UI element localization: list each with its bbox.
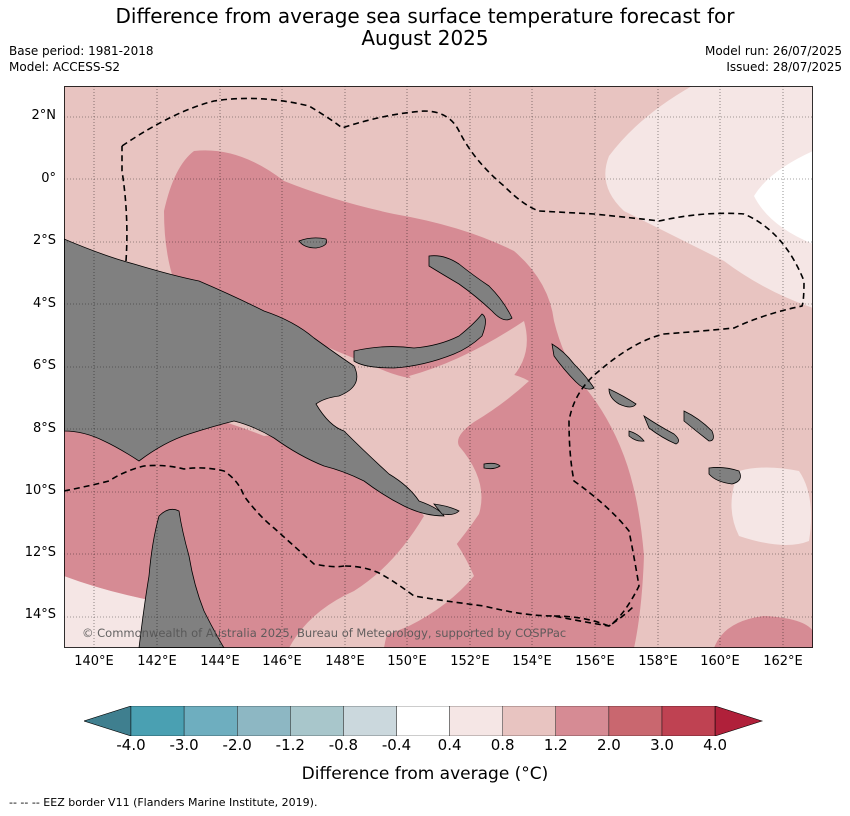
colorbar-extend-low bbox=[84, 706, 132, 736]
model-run: Model run: 26/07/2025 bbox=[704, 44, 842, 58]
lon-label-150E: 150°E bbox=[387, 654, 427, 669]
solomon-island-1 bbox=[608, 388, 637, 408]
lat-label-14S: 14°S bbox=[24, 607, 56, 622]
colorbar-tick-label: 3.0 bbox=[650, 736, 674, 754]
colorbar-tick-label: 1.2 bbox=[543, 736, 568, 754]
bougainville-land bbox=[551, 343, 595, 390]
colorbar-cell bbox=[396, 706, 450, 736]
lon-label-144E: 144°E bbox=[200, 654, 240, 669]
graticule bbox=[64, 86, 813, 648]
sst-anomaly-map: © Commonwealth of Australia 2025, Bureau… bbox=[64, 86, 813, 648]
colorbar-tick-label: 0.4 bbox=[437, 736, 462, 754]
colorbar bbox=[84, 706, 764, 736]
colorbar-label: Difference from average (°C) bbox=[301, 764, 549, 784]
colorbar-cell bbox=[502, 706, 557, 736]
colorbar-tick-label: -4.0 bbox=[116, 736, 146, 754]
new-ireland-land bbox=[428, 255, 513, 321]
issued-date: Issued: 28/07/2025 bbox=[726, 60, 842, 74]
lat-label-2S: 2°S bbox=[32, 233, 56, 248]
colorbar-tick-label: 0.8 bbox=[490, 736, 515, 754]
title-line-2: August 2025 bbox=[361, 26, 489, 50]
lon-label-142E: 142°E bbox=[137, 654, 177, 669]
colorbar-cell bbox=[290, 706, 344, 736]
lat-label-4S: 4°S bbox=[32, 296, 56, 311]
colorbar-tick-label: -0.8 bbox=[328, 736, 359, 754]
colorbar-tick-label: -3.0 bbox=[169, 736, 199, 754]
lon-label-156E: 156°E bbox=[575, 654, 615, 669]
anomaly-zone-1.2-2.0-bottom-right bbox=[714, 616, 813, 648]
base-period: Base period: 1981-2018 bbox=[9, 44, 154, 58]
colorbar-cell bbox=[130, 706, 185, 736]
colorbar-tick-label: 4.0 bbox=[703, 736, 728, 754]
colorbar-cell bbox=[608, 706, 663, 736]
manus-land bbox=[298, 237, 327, 249]
lat-label-2N: 2°N bbox=[31, 108, 57, 123]
colorbar-cell bbox=[555, 706, 610, 736]
new-guinea-land bbox=[64, 238, 445, 517]
colorbar-extend-high bbox=[714, 706, 764, 736]
colorbar-tick-label: 2.0 bbox=[596, 736, 621, 754]
vanuatu-island bbox=[708, 467, 741, 485]
copyright-text: © Commonwealth of Australia 2025, Bureau… bbox=[82, 626, 566, 640]
colorbar-cell bbox=[449, 706, 503, 736]
eez-legend: -- -- -- EEZ border V11 (Flanders Marine… bbox=[9, 796, 318, 809]
lat-label-6S: 6°S bbox=[32, 358, 56, 373]
lon-label-140E: 140°E bbox=[74, 654, 114, 669]
cape-york-land bbox=[138, 508, 225, 648]
solomon-island-4 bbox=[628, 430, 645, 442]
colorbar-cell bbox=[343, 706, 397, 736]
anomaly-zone-pocket bbox=[409, 321, 527, 406]
lat-label-10S: 10°S bbox=[24, 483, 56, 498]
anomaly-zone-0.4-0.8-southeast bbox=[731, 467, 812, 545]
lat-label-8S: 8°S bbox=[32, 421, 56, 436]
model-name: Model: ACCESS-S2 bbox=[9, 60, 121, 74]
colorbar-tick-label: -2.0 bbox=[222, 736, 252, 754]
lat-label-0: 0° bbox=[41, 171, 56, 186]
solomon-island-3 bbox=[683, 410, 714, 442]
anomaly-zone-1.2-2.0-main bbox=[164, 150, 644, 648]
colorbar-tick-label: -1.2 bbox=[275, 736, 305, 754]
anomaly-zone-wedge bbox=[344, 516, 474, 648]
map-frame bbox=[64, 86, 813, 648]
lat-label-12S: 12°S bbox=[24, 545, 56, 560]
lon-label-162E: 162°E bbox=[763, 654, 803, 669]
colorbar-cell bbox=[661, 706, 716, 736]
louisiade-island bbox=[433, 503, 460, 515]
lon-label-154E: 154°E bbox=[512, 654, 552, 669]
anomaly-zone-0.4-0.8-southwest bbox=[64, 576, 154, 648]
lon-label-152E: 152°E bbox=[450, 654, 490, 669]
colorbar-tick-label: -0.4 bbox=[381, 736, 412, 754]
eez-border bbox=[64, 97, 805, 627]
anomaly-zone-neutral bbox=[754, 151, 813, 244]
lon-label-158E: 158°E bbox=[638, 654, 678, 669]
lon-label-160E: 160°E bbox=[700, 654, 740, 669]
lon-label-148E: 148°E bbox=[325, 654, 365, 669]
title-line-1: Difference from average sea surface temp… bbox=[115, 4, 735, 28]
solomon-island-2 bbox=[643, 414, 679, 445]
colorbar-cell bbox=[183, 706, 238, 736]
lon-label-146E: 146°E bbox=[262, 654, 302, 669]
trobriand-island bbox=[483, 462, 501, 470]
anomaly-zone-0.4-0.8-northeast bbox=[605, 86, 813, 308]
colorbar-cell bbox=[236, 706, 291, 736]
new-britain-land bbox=[353, 313, 486, 369]
